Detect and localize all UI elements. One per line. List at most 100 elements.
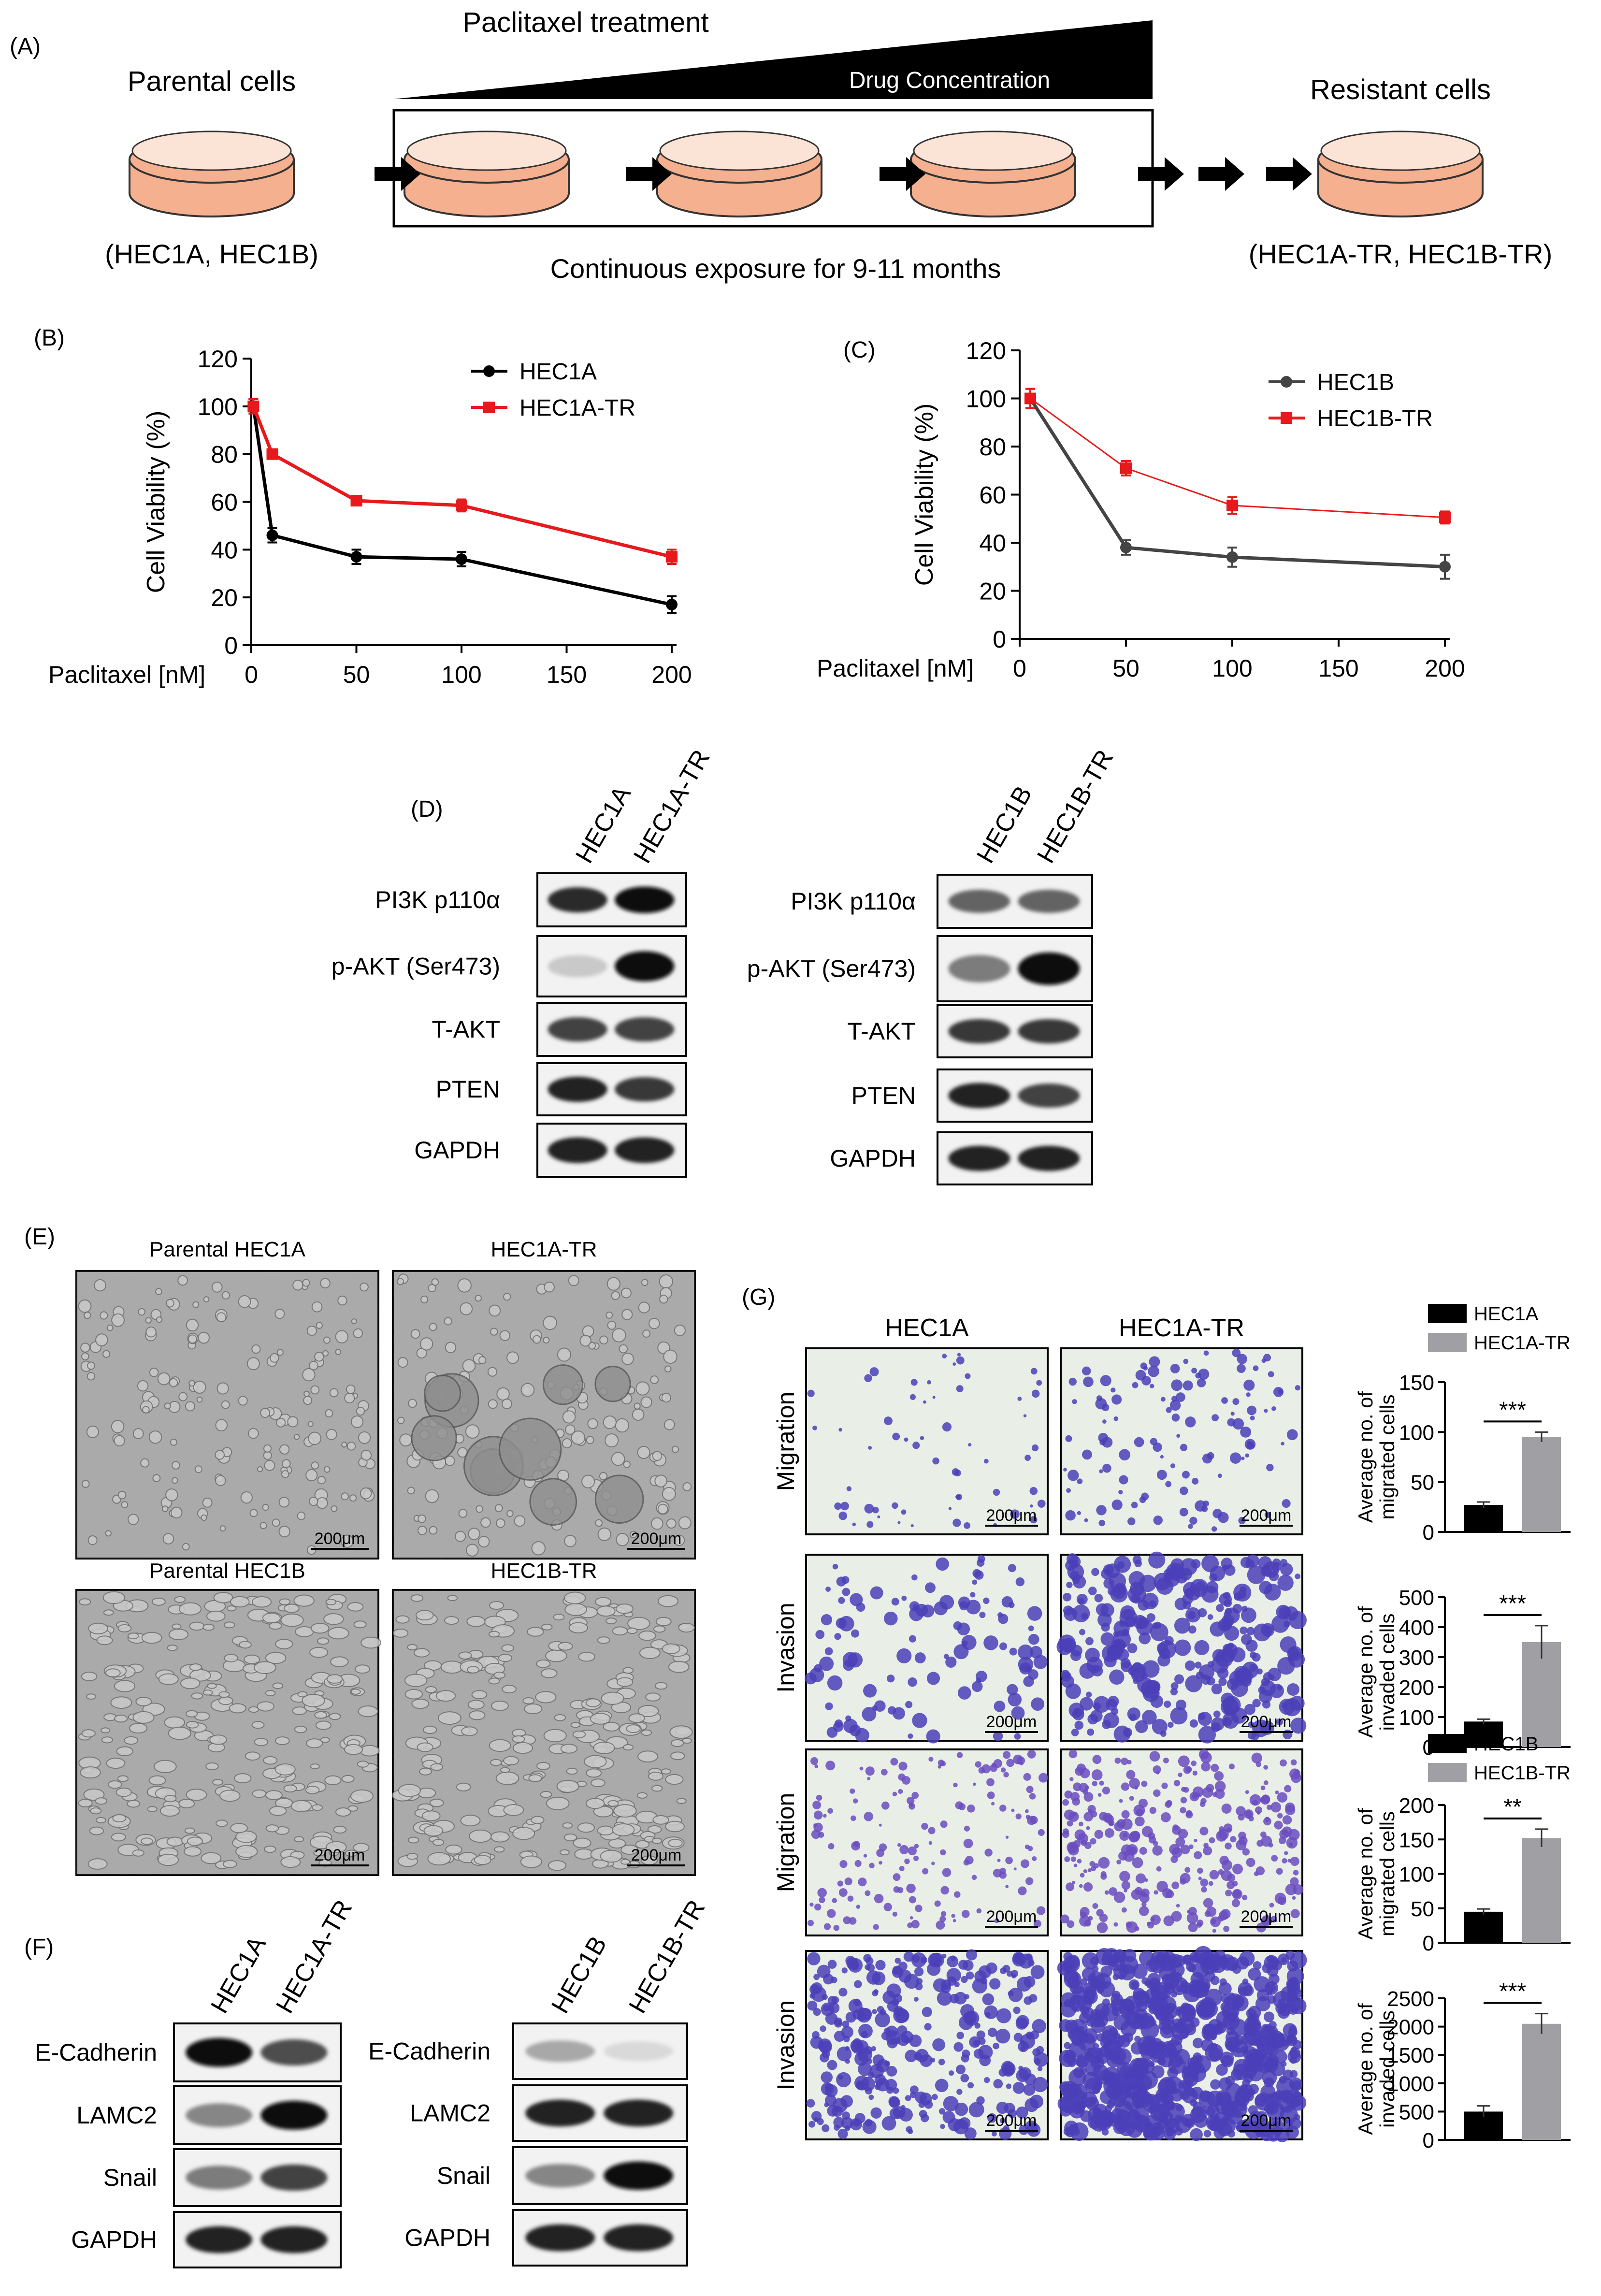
arrow-icon [880, 157, 925, 191]
y-axis-label: Cell Viability (%) [910, 404, 938, 586]
cell [520, 1383, 535, 1397]
cell [102, 1591, 125, 1604]
cell [658, 1595, 679, 1607]
cell [86, 1693, 97, 1700]
culture-dish [910, 130, 1076, 217]
cell [652, 1815, 669, 1825]
cell [239, 1641, 252, 1649]
stained-cell [1020, 2046, 1025, 2051]
scale-bar-label: 200μm [1241, 1506, 1292, 1525]
stained-cell [1246, 1627, 1255, 1635]
cell [662, 1487, 676, 1501]
stained-cell [1170, 1364, 1180, 1373]
cell [615, 1603, 634, 1614]
cell [560, 1744, 578, 1754]
bar-hec1b [1464, 1911, 1503, 1943]
cell [476, 1505, 483, 1513]
stained-cell [834, 1633, 841, 1640]
cell [315, 1720, 332, 1730]
column-title: HEC1A [885, 1314, 969, 1342]
cell [262, 1503, 269, 1511]
stained-cell [807, 2000, 818, 2011]
cell [145, 1317, 152, 1324]
cell [665, 1820, 685, 1833]
stained-cell [845, 1715, 851, 1721]
stained-cell [1286, 1429, 1298, 1441]
stained-cell [1018, 1644, 1033, 1660]
cell [265, 1790, 283, 1801]
data-point [266, 448, 278, 460]
treatment-title: Paclitaxel treatment [462, 7, 708, 38]
stained-cell [1066, 1581, 1073, 1588]
cell [663, 1419, 675, 1430]
cell [287, 1416, 299, 1428]
cell [657, 1503, 668, 1515]
stained-cell [821, 2071, 833, 2083]
stained-cell [1101, 1569, 1111, 1579]
stained-cell [1172, 1825, 1182, 1835]
stained-cell [1074, 1720, 1084, 1730]
cell [279, 1444, 290, 1455]
cell [460, 1302, 473, 1315]
cell [494, 1504, 503, 1513]
stained-cell [1003, 1772, 1009, 1777]
blot-row-snail: Snail [103, 2148, 342, 2207]
cell [249, 1509, 258, 1517]
legend-label: HEC1B [1474, 1733, 1538, 1755]
stained-cell [811, 1830, 821, 1839]
stained-cell [1245, 1811, 1252, 1818]
stained-cell [893, 1886, 900, 1893]
stained-cell [996, 2101, 1009, 2114]
cell [320, 1278, 331, 1289]
cell [159, 1805, 180, 1817]
stained-cell [1082, 2028, 1098, 2044]
stained-cell [1113, 1922, 1118, 1927]
stained-cell [1013, 2007, 1021, 2014]
cell [606, 1312, 613, 1319]
cell [586, 1436, 594, 1444]
cell [496, 1387, 510, 1401]
cell [213, 1592, 233, 1603]
stained-cell [1132, 1857, 1143, 1868]
stained-cell [1212, 1526, 1217, 1532]
stained-cell [1149, 2061, 1155, 2067]
cell [490, 1759, 502, 1766]
cell [360, 1282, 369, 1292]
stained-cell [1109, 1887, 1117, 1896]
stained-cell [1063, 2127, 1072, 2136]
cell [263, 1756, 278, 1765]
y-tick-label: 60 [211, 489, 238, 516]
y-axis-label: migrated cells [1376, 1811, 1399, 1936]
stained-cell [1005, 1885, 1009, 1889]
stained-cell [953, 1891, 961, 1898]
cell [676, 1798, 687, 1804]
stained-cell [1000, 1767, 1006, 1773]
stained-cell [1023, 2083, 1036, 2096]
stained-cell [1224, 1564, 1236, 1576]
cell [490, 1831, 510, 1843]
cell [661, 1768, 671, 1775]
y-tick-label: 20 [979, 578, 1006, 605]
stained-cell [928, 1841, 933, 1845]
stained-cell [905, 2050, 918, 2063]
stained-cell [1212, 1929, 1216, 1933]
y-axis-label: invaded cells [1376, 2010, 1399, 2128]
cell [536, 1659, 551, 1668]
stained-cell [1077, 1478, 1083, 1485]
cell [528, 1774, 542, 1782]
stained-cell [965, 1373, 971, 1379]
cell [177, 1275, 188, 1286]
stained-cell [962, 1640, 968, 1646]
stained-cell [1077, 1859, 1082, 1863]
data-point [266, 529, 278, 541]
stained-cell [945, 1656, 957, 1668]
stained-cell [1239, 1950, 1255, 1966]
bar-hec1a-tr [1522, 1437, 1561, 1532]
stained-cell [1056, 1638, 1073, 1655]
lane-label: HEC1A [570, 781, 636, 868]
cell [536, 1762, 550, 1770]
y-axis-label: Average no. of [1354, 1391, 1377, 1523]
stained-cell [1143, 2129, 1152, 2138]
stained-cell [1120, 1658, 1131, 1669]
